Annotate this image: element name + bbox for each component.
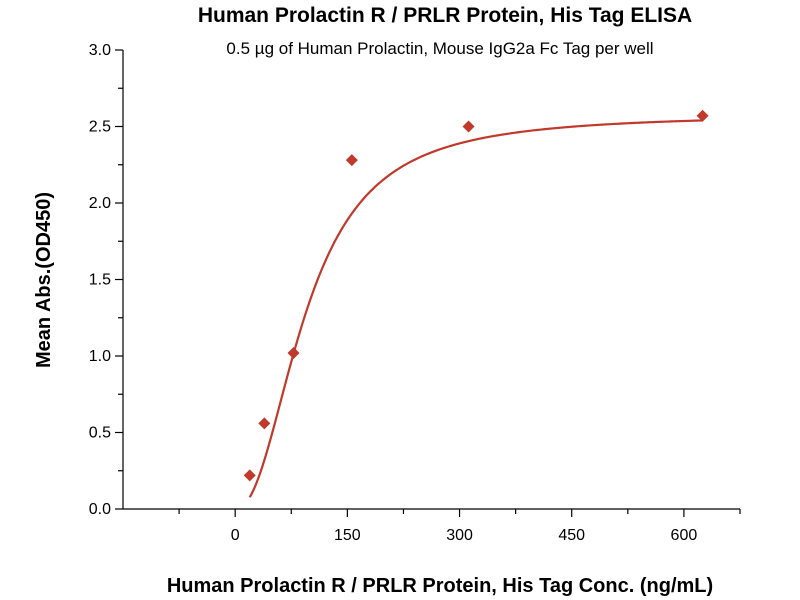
y-tick-label: 0.5 [89, 425, 111, 442]
y-tick-label: 1.0 [89, 348, 111, 365]
data-point [287, 346, 300, 359]
axes [122, 50, 740, 510]
x-axis-title: Human Prolactin R / PRLR Protein, His Ta… [167, 575, 713, 597]
x-tick-label: 150 [334, 527, 361, 544]
data-point [258, 417, 271, 430]
data-points [243, 109, 709, 482]
y-tick-label: 1.5 [89, 272, 111, 289]
y-tick-label: 2.5 [89, 119, 111, 136]
x-tick-label: 450 [558, 527, 585, 544]
y-tick-label: 0.0 [89, 501, 111, 518]
data-point [696, 109, 709, 122]
y-tick-label: 3.0 [89, 42, 111, 59]
data-point [345, 154, 358, 167]
y-axis-title: Mean Abs.(OD450) [33, 192, 55, 368]
fit-curve [248, 119, 703, 498]
x-tick-label: 600 [671, 527, 698, 544]
x-tick-label: 0 [231, 527, 240, 544]
y-ticks: 0.0 0.5 1.0 1.5 2.0 2.5 3.0 [89, 42, 123, 518]
x-tick-label: 300 [446, 527, 473, 544]
y-tick-label: 2.0 [89, 195, 111, 212]
chart-subtitle: 0.5 µg of Human Prolactin, Mouse IgG2a F… [226, 39, 653, 58]
chart-title: Human Prolactin R / PRLR Protein, His Ta… [198, 4, 692, 27]
x-ticks: 0 150 300 450 600 [178, 509, 741, 544]
data-point [462, 120, 475, 133]
data-point [243, 469, 256, 482]
